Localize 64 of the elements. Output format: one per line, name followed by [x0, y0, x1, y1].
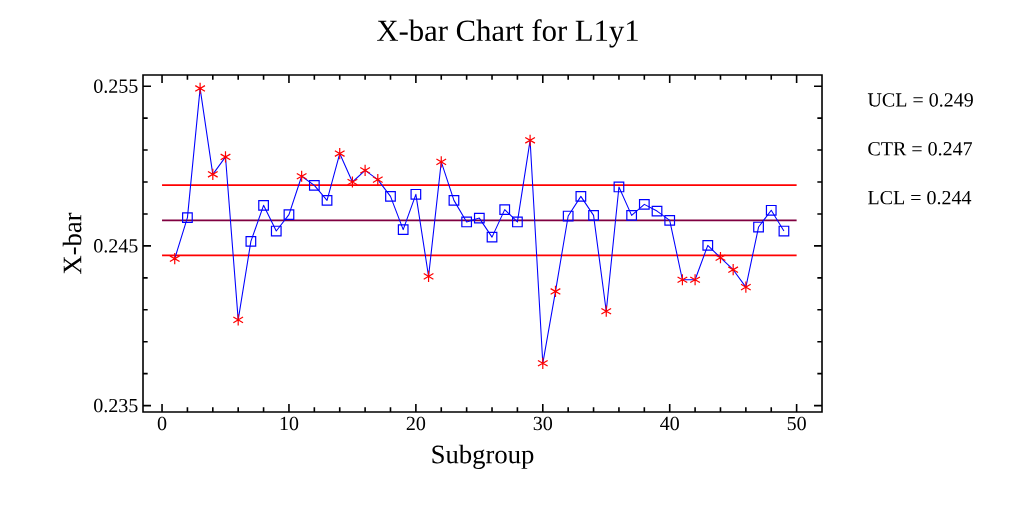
point	[232, 313, 244, 327]
y-axis-title: X-bar	[62, 212, 82, 275]
point	[550, 285, 561, 298]
x-tick-label: 30	[533, 416, 553, 431]
point	[423, 270, 435, 283]
point	[626, 209, 638, 221]
point	[676, 273, 688, 286]
x-axis-title: Subgroup	[432, 444, 534, 469]
point	[473, 212, 485, 224]
point	[435, 155, 447, 169]
y-tick-label: 0.235	[94, 398, 138, 413]
point	[321, 194, 333, 206]
point	[512, 216, 523, 228]
point	[461, 216, 473, 228]
point	[651, 205, 663, 217]
point	[588, 209, 599, 221]
point	[308, 179, 320, 191]
point	[613, 181, 625, 193]
point	[346, 175, 358, 189]
point	[372, 173, 384, 186]
point	[296, 170, 308, 183]
point	[524, 134, 536, 147]
point	[410, 188, 422, 200]
point	[753, 221, 764, 233]
point	[715, 251, 726, 264]
point	[702, 240, 714, 251]
point	[334, 147, 346, 160]
point	[385, 190, 396, 202]
y-tick-label: 0.245	[94, 239, 138, 253]
point	[575, 190, 587, 202]
point	[727, 263, 739, 276]
point	[359, 164, 371, 177]
point	[740, 280, 752, 294]
point	[270, 225, 282, 237]
point	[194, 82, 206, 95]
point	[182, 212, 193, 224]
point	[169, 252, 181, 265]
chart-title: X-bar Chart for L1y1	[377, 19, 638, 48]
point	[638, 198, 650, 210]
x-tick-label: 0	[157, 416, 167, 431]
text: LCL = 0.244	[868, 190, 972, 205]
point	[283, 209, 295, 220]
point	[448, 194, 460, 206]
point	[689, 273, 701, 286]
point	[486, 231, 498, 243]
text: UCL = 0.249	[867, 93, 973, 107]
text: CTR = 0.247	[868, 142, 973, 156]
x-tick-label: 40	[660, 416, 679, 431]
point	[258, 199, 269, 211]
y-tick-label: 0.255	[94, 79, 138, 93]
point	[397, 224, 409, 235]
point	[499, 204, 511, 216]
point	[537, 357, 549, 370]
point	[765, 204, 777, 216]
point	[600, 305, 612, 318]
point	[562, 210, 574, 222]
x-tick-label: 50	[787, 416, 806, 431]
point	[664, 214, 676, 226]
point	[207, 168, 219, 181]
point	[778, 225, 790, 237]
point	[245, 236, 257, 247]
x-tick-label: 20	[406, 416, 426, 431]
point	[220, 150, 231, 164]
x-tick-label: 10	[280, 416, 299, 431]
